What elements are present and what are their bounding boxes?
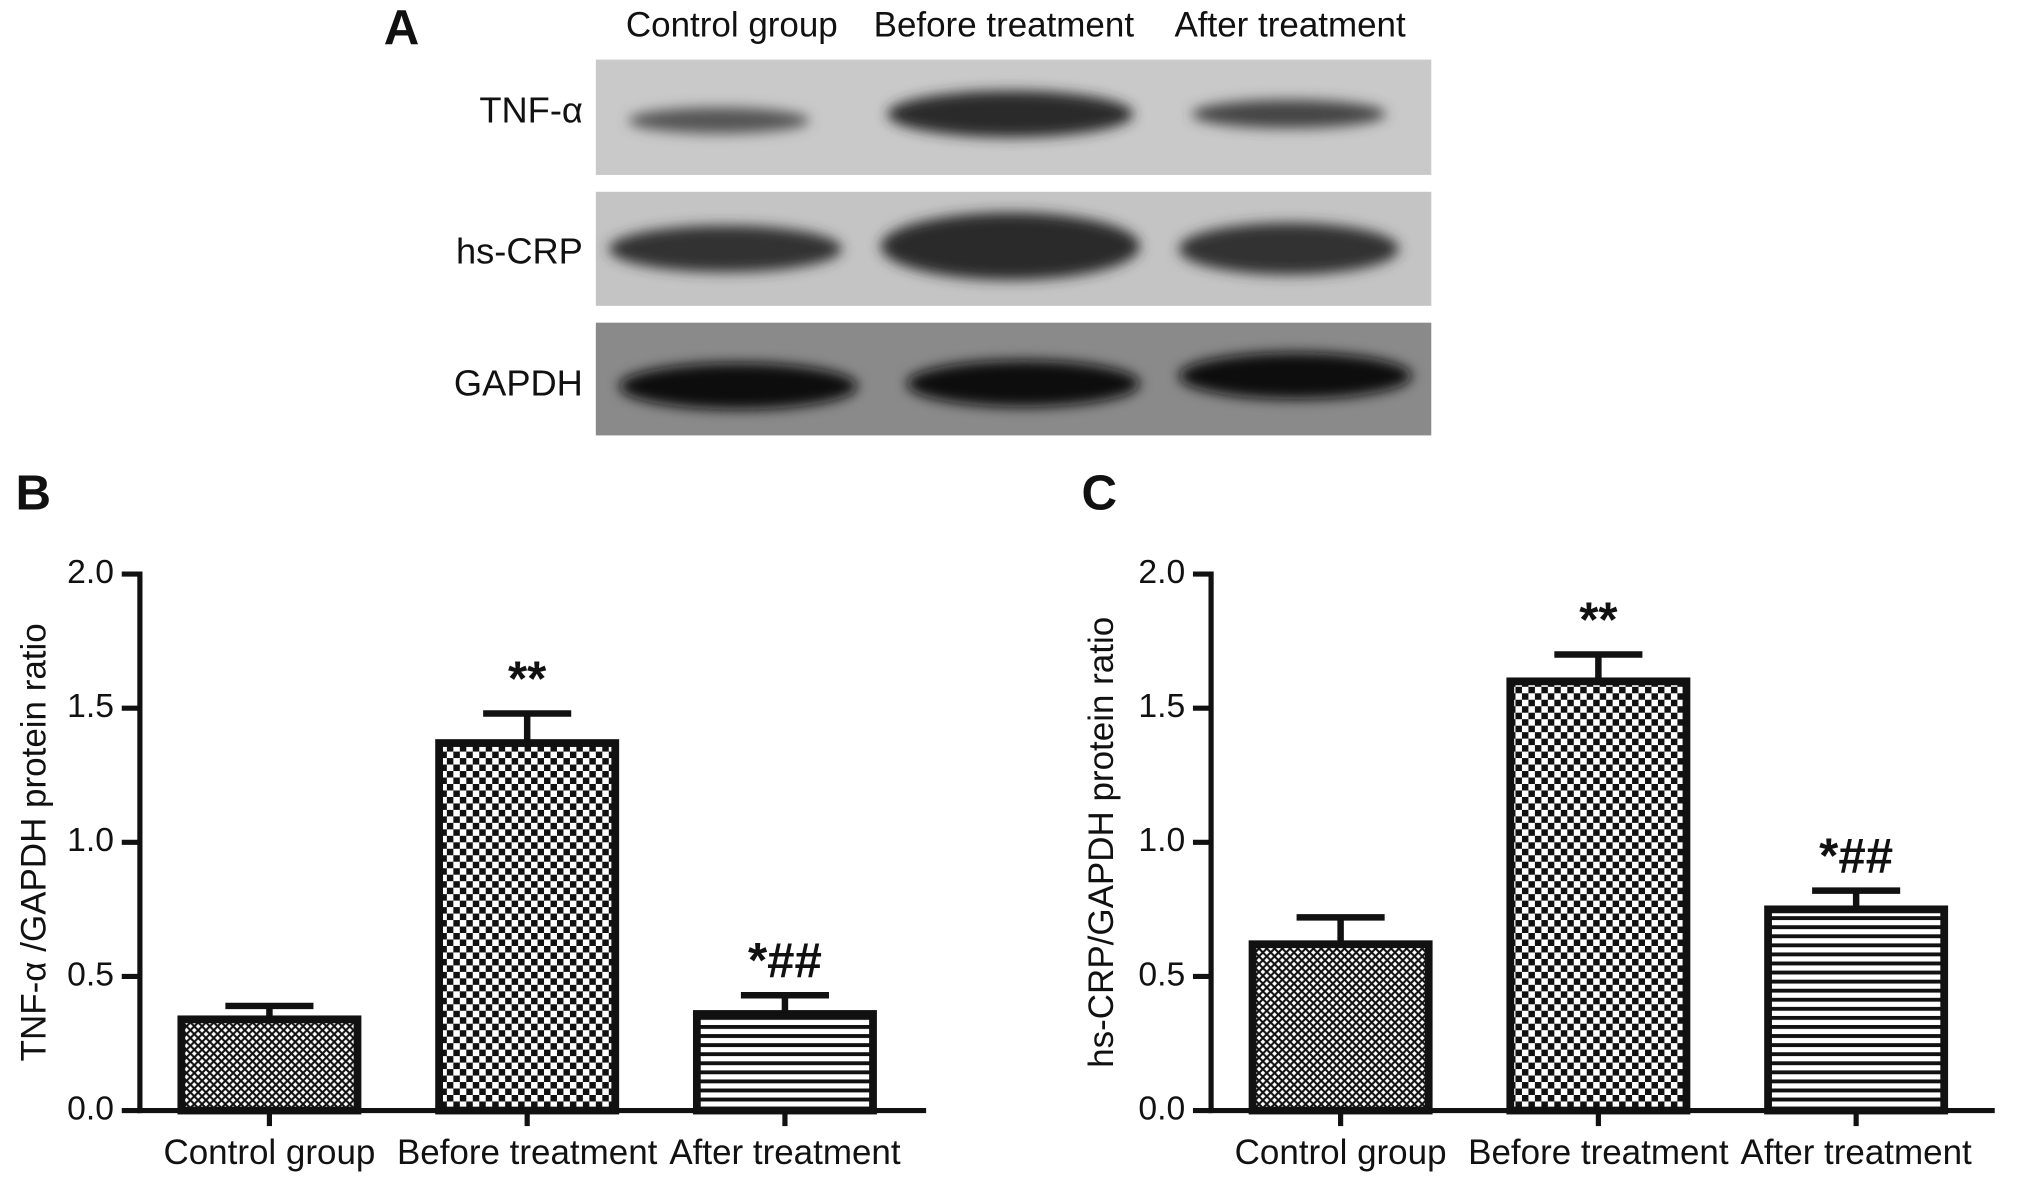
lane-label: After treatment <box>1174 5 1406 44</box>
band <box>880 212 1140 280</box>
y-tick-label: 0.0 <box>67 1090 114 1127</box>
panel-label: B <box>16 465 52 520</box>
panel-label: A <box>384 0 420 55</box>
y-tick-label: 1.0 <box>1138 822 1185 859</box>
row-label: GAPDH <box>454 363 583 404</box>
y-tick-label: 0.5 <box>1138 956 1185 993</box>
y-tick-label: 1.5 <box>67 688 114 725</box>
x-tick-label: Before treatment <box>397 1133 658 1172</box>
bar <box>177 1015 362 1115</box>
annotation: *## <box>748 933 822 988</box>
bar <box>1506 677 1691 1115</box>
band <box>1178 352 1412 400</box>
y-tick-label: 2.0 <box>67 554 114 591</box>
y-tick-label: 0.5 <box>67 956 114 993</box>
bar <box>1764 905 1949 1115</box>
band <box>628 107 810 134</box>
bar <box>1248 940 1433 1115</box>
band <box>887 90 1134 138</box>
y-axis-label: hs-CRP/GAPDH protein ratio <box>1082 617 1121 1068</box>
band <box>608 225 842 273</box>
row-label: hs-CRP <box>456 231 583 272</box>
x-tick-label: After treatment <box>1741 1133 1973 1172</box>
x-tick-label: Control group <box>163 1133 375 1172</box>
x-tick-label: Control group <box>1235 1133 1447 1172</box>
y-tick-label: 1.5 <box>1138 688 1185 725</box>
x-tick-label: Before treatment <box>1468 1133 1729 1172</box>
band <box>1191 99 1386 129</box>
annotation: *## <box>1819 828 1893 883</box>
band <box>619 362 858 410</box>
x-tick-label: After treatment <box>669 1133 901 1172</box>
band <box>906 360 1140 407</box>
bar <box>435 739 620 1115</box>
row-label: TNF-α <box>479 89 583 130</box>
panel-label: C <box>1082 465 1118 520</box>
y-tick-label: 1.0 <box>67 822 114 859</box>
lane-label: Control group <box>626 5 838 44</box>
y-axis-label: TNF-α /GAPDH protein ratio <box>15 623 54 1061</box>
lane-label: Before treatment <box>874 5 1135 44</box>
y-tick-label: 0.0 <box>1138 1090 1185 1127</box>
annotation: ** <box>508 651 547 706</box>
bar <box>692 1010 877 1115</box>
blot <box>595 59 1432 436</box>
band <box>1178 222 1399 275</box>
y-tick-label: 2.0 <box>1138 554 1185 591</box>
annotation: ** <box>1579 592 1618 647</box>
